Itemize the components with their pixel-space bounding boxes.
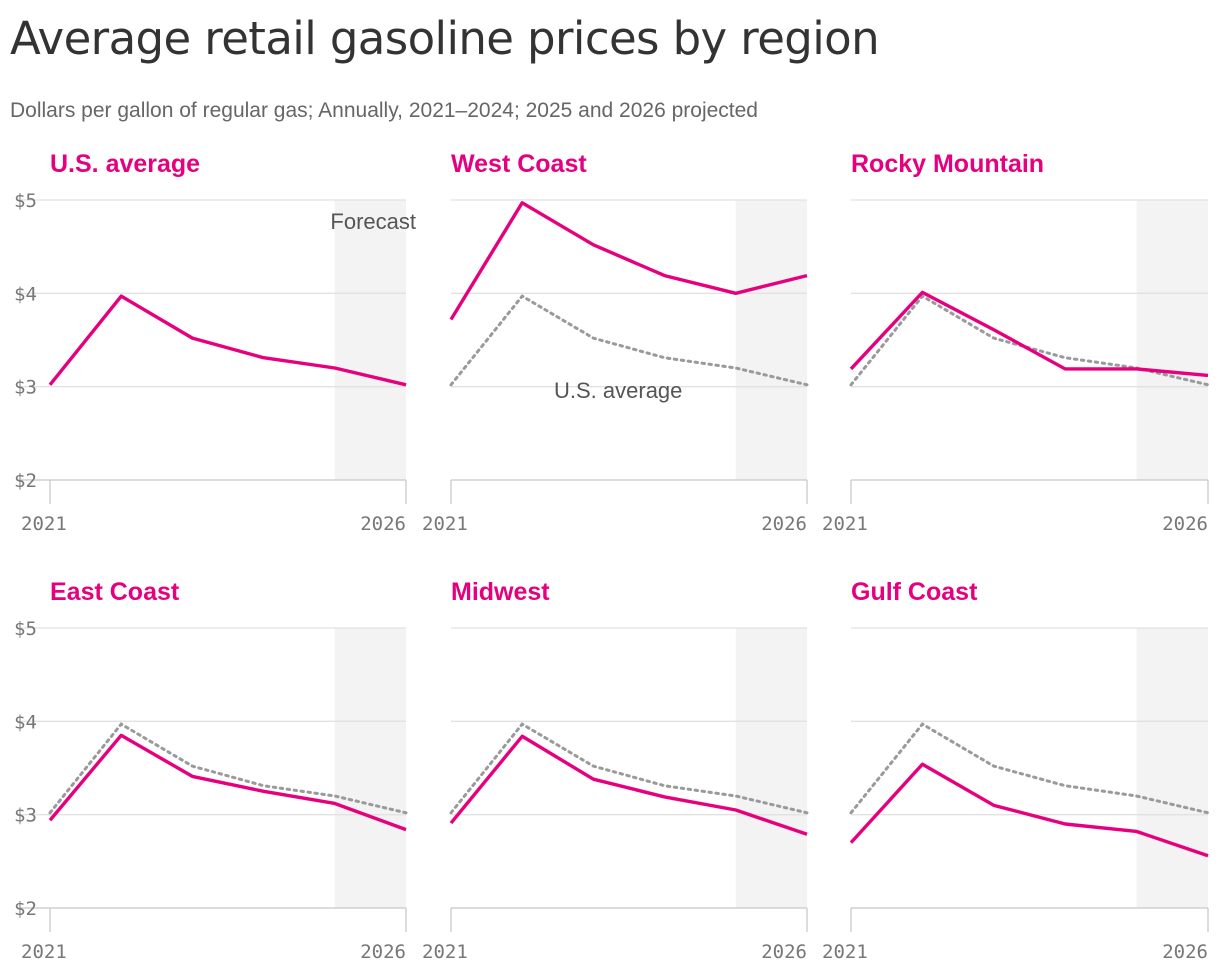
forecast-band bbox=[735, 628, 807, 908]
panel-title: U.S. average bbox=[50, 150, 200, 178]
us-average-annotation: U.S. average bbox=[554, 378, 682, 403]
x-tick-label: 2026 bbox=[1162, 513, 1208, 535]
forecast-annotation: Forecast bbox=[330, 209, 416, 234]
y-tick-label: $3 bbox=[14, 805, 37, 827]
series-line bbox=[849, 290, 1209, 378]
us-average-line bbox=[849, 722, 1210, 815]
panel-title: West Coast bbox=[451, 150, 587, 178]
x-tick-label: 2021 bbox=[822, 941, 868, 963]
forecast-band bbox=[334, 200, 406, 480]
forecast-band bbox=[735, 200, 807, 480]
y-tick-label: $2 bbox=[14, 898, 37, 920]
x-tick-label: 2026 bbox=[1162, 941, 1208, 963]
series-line bbox=[449, 734, 808, 836]
x-tick-label: 2021 bbox=[21, 941, 67, 963]
series-line bbox=[849, 762, 1209, 858]
us-average-line bbox=[449, 722, 809, 815]
us-average-line bbox=[48, 722, 408, 815]
series-line bbox=[48, 733, 407, 832]
x-tick-label: 2021 bbox=[822, 513, 868, 535]
chart-title: Average retail gasoline prices by region bbox=[10, 12, 880, 65]
x-tick-label: 2026 bbox=[761, 941, 807, 963]
series-line bbox=[48, 294, 407, 387]
forecast-band bbox=[1136, 628, 1208, 908]
x-tick-label: 2026 bbox=[761, 513, 807, 535]
y-tick-label: $5 bbox=[14, 190, 37, 212]
y-tick-label: $4 bbox=[14, 711, 37, 733]
x-tick-label: 2021 bbox=[422, 941, 468, 963]
forecast-band bbox=[334, 628, 406, 908]
y-tick-label: $2 bbox=[14, 470, 37, 492]
forecast-band bbox=[1136, 200, 1208, 480]
panel-title: Rocky Mountain bbox=[851, 150, 1044, 178]
x-tick-label: 2026 bbox=[360, 941, 406, 963]
panel-title: Gulf Coast bbox=[851, 578, 978, 606]
y-tick-label: $3 bbox=[14, 377, 37, 399]
panel-title: East Coast bbox=[50, 578, 180, 606]
y-tick-label: $4 bbox=[14, 283, 37, 305]
us-average-line bbox=[449, 294, 809, 387]
x-tick-label: 2021 bbox=[422, 513, 468, 535]
series-line bbox=[449, 201, 808, 321]
x-tick-label: 2026 bbox=[360, 513, 406, 535]
y-tick-label: $5 bbox=[14, 618, 37, 640]
panel-title: Midwest bbox=[451, 578, 550, 606]
x-tick-label: 2021 bbox=[21, 513, 67, 535]
chart-subtitle: Dollars per gallon of regular gas; Annua… bbox=[10, 99, 758, 122]
